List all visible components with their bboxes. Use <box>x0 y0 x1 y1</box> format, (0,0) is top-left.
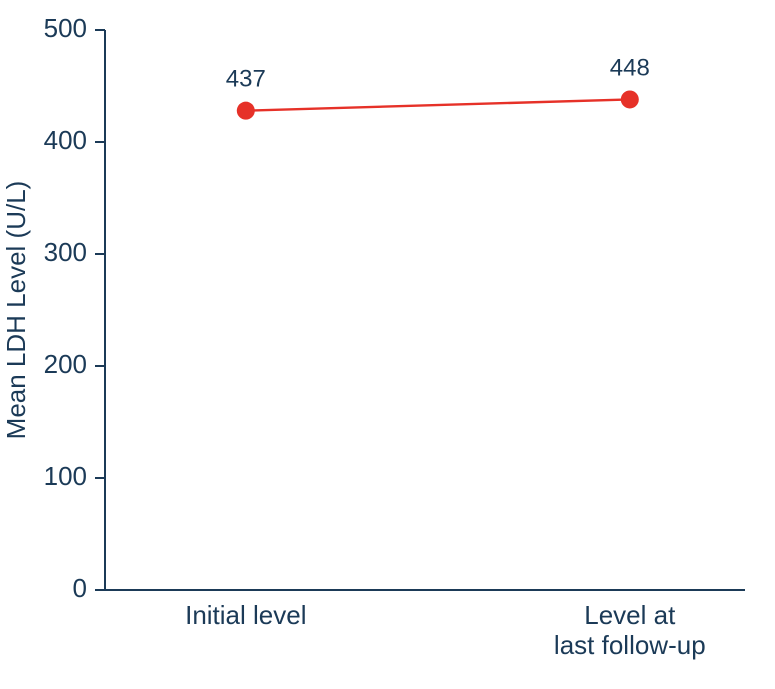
data-point-label: 448 <box>610 54 650 81</box>
y-tick-label: 100 <box>44 461 87 491</box>
chart-svg: 0 100 200 300 400 500 Mean LDH Level (U/L) Init… <box>0 0 775 689</box>
data-point-label: 437 <box>226 66 266 93</box>
data-point <box>621 90 639 108</box>
y-tick-label: 400 <box>44 125 87 155</box>
y-tick-label: 0 <box>73 573 87 603</box>
y-tick-label: 200 <box>44 349 87 379</box>
ldh-line-chart: 0 100 200 300 400 500 Mean LDH Level (U/L) Init… <box>0 0 775 689</box>
data-point <box>237 102 255 120</box>
y-tick-label: 500 <box>44 13 87 43</box>
y-tick-label: 300 <box>44 237 87 267</box>
y-axis-title: Mean LDH Level (U/L) <box>1 181 31 440</box>
x-category-label: Initial level <box>185 600 306 630</box>
